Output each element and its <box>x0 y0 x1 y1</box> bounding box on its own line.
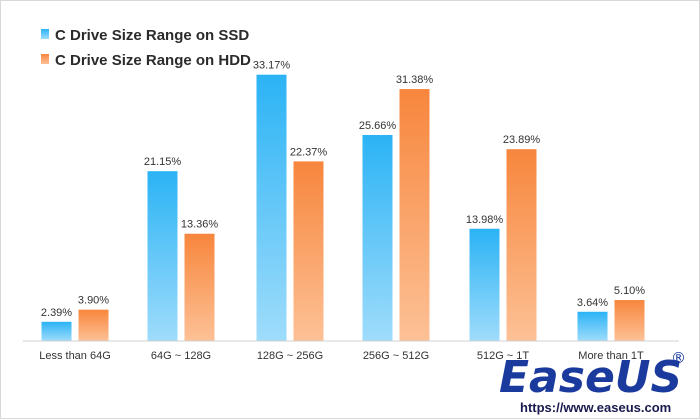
logo-text: EaseUS <box>499 352 682 403</box>
value-label-hdd-0: 3.90% <box>78 295 109 307</box>
x-tick-labels: Less than 64G 64G ~ 128G 128G ~ 256G 256G ~… <box>39 350 644 362</box>
legend-swatch-ssd <box>41 29 49 39</box>
value-label-ssd-1: 21.15% <box>144 156 182 168</box>
x-tick-label-0: Less than 64G <box>39 350 111 362</box>
legend-label-ssd: C Drive Size Range on SSD <box>55 27 249 44</box>
bar-ssd-2 <box>256 74 287 341</box>
value-label-hdd-1: 13.36% <box>181 219 219 231</box>
legend-swatch-hdd <box>41 54 49 64</box>
legend: C Drive Size Range on SSD C Drive Size R… <box>41 27 251 69</box>
x-tick-label-5: More than 1T <box>578 350 644 362</box>
bar-hdd-4 <box>506 149 537 341</box>
bar-ssd-1 <box>147 171 178 341</box>
bar-ssd-3 <box>362 134 393 341</box>
bar-ssd-0 <box>41 321 72 341</box>
value-label-ssd-2: 33.17% <box>253 60 291 72</box>
value-label-hdd-4: 23.89% <box>503 134 541 146</box>
x-tick-label-4: 512G ~ 1T <box>477 350 530 362</box>
x-tick-label-2: 128G ~ 256G <box>257 350 323 362</box>
brand-url: https://www.easeus.com <box>520 400 671 415</box>
legend-label-hdd: C Drive Size Range on HDD <box>55 52 251 69</box>
registered-mark: ® <box>671 349 686 367</box>
bar-ssd-5 <box>577 311 608 341</box>
bar-hdd-2 <box>293 161 324 341</box>
value-label-ssd-5: 3.64% <box>577 297 608 309</box>
value-label-ssd-0: 2.39% <box>41 307 72 319</box>
value-label-hdd-2: 22.37% <box>290 146 328 158</box>
x-tick-label-3: 256G ~ 512G <box>363 350 429 362</box>
value-label-ssd-4: 13.98% <box>466 214 504 226</box>
bars-group <box>41 74 645 341</box>
value-label-hdd-3: 31.38% <box>396 74 434 86</box>
logo-part-ease: Ease <box>499 352 615 403</box>
bar-ssd-4 <box>469 228 500 341</box>
bar-hdd-0 <box>78 309 109 341</box>
logo-part-us: US <box>615 352 682 403</box>
value-label-hdd-5: 5.10% <box>614 285 645 297</box>
value-label-ssd-3: 25.66% <box>359 120 397 132</box>
bar-hdd-1 <box>184 233 215 341</box>
bar-hdd-5 <box>614 300 645 341</box>
easeus-logo: EaseUS ® https://www.easeus.com <box>499 349 686 415</box>
x-tick-label-1: 64G ~ 128G <box>151 350 211 362</box>
value-labels-group: 2.39% 3.90% 21.15% 13.36% 33.17% 22.37% 25.66%… <box>41 60 645 319</box>
bar-hdd-3 <box>399 89 430 341</box>
